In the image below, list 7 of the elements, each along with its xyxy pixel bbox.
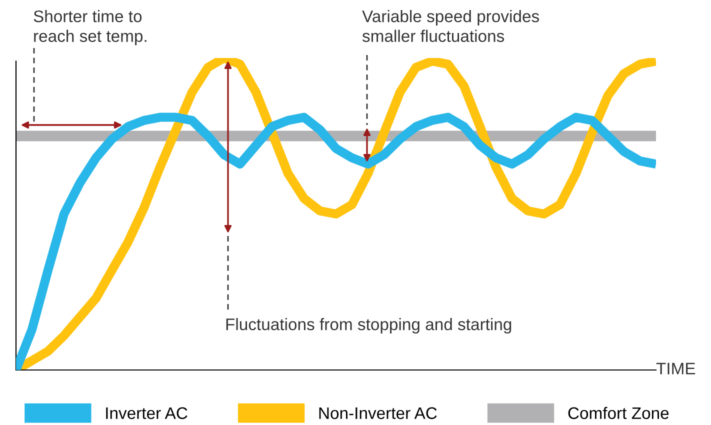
text: Shorter time to reach set temp. xyxy=(34,10,146,46)
legend-label: Inverter AC xyxy=(106,407,188,420)
text: Variable speed provides smaller fluctuations xyxy=(362,10,539,42)
legend-label: Non-Inverter AC xyxy=(319,407,437,420)
x-axis-title: TIME xyxy=(656,362,696,374)
annotation: Fluctuations from stopping and starting xyxy=(226,318,512,334)
legend-label: Comfort Zone xyxy=(568,406,669,420)
